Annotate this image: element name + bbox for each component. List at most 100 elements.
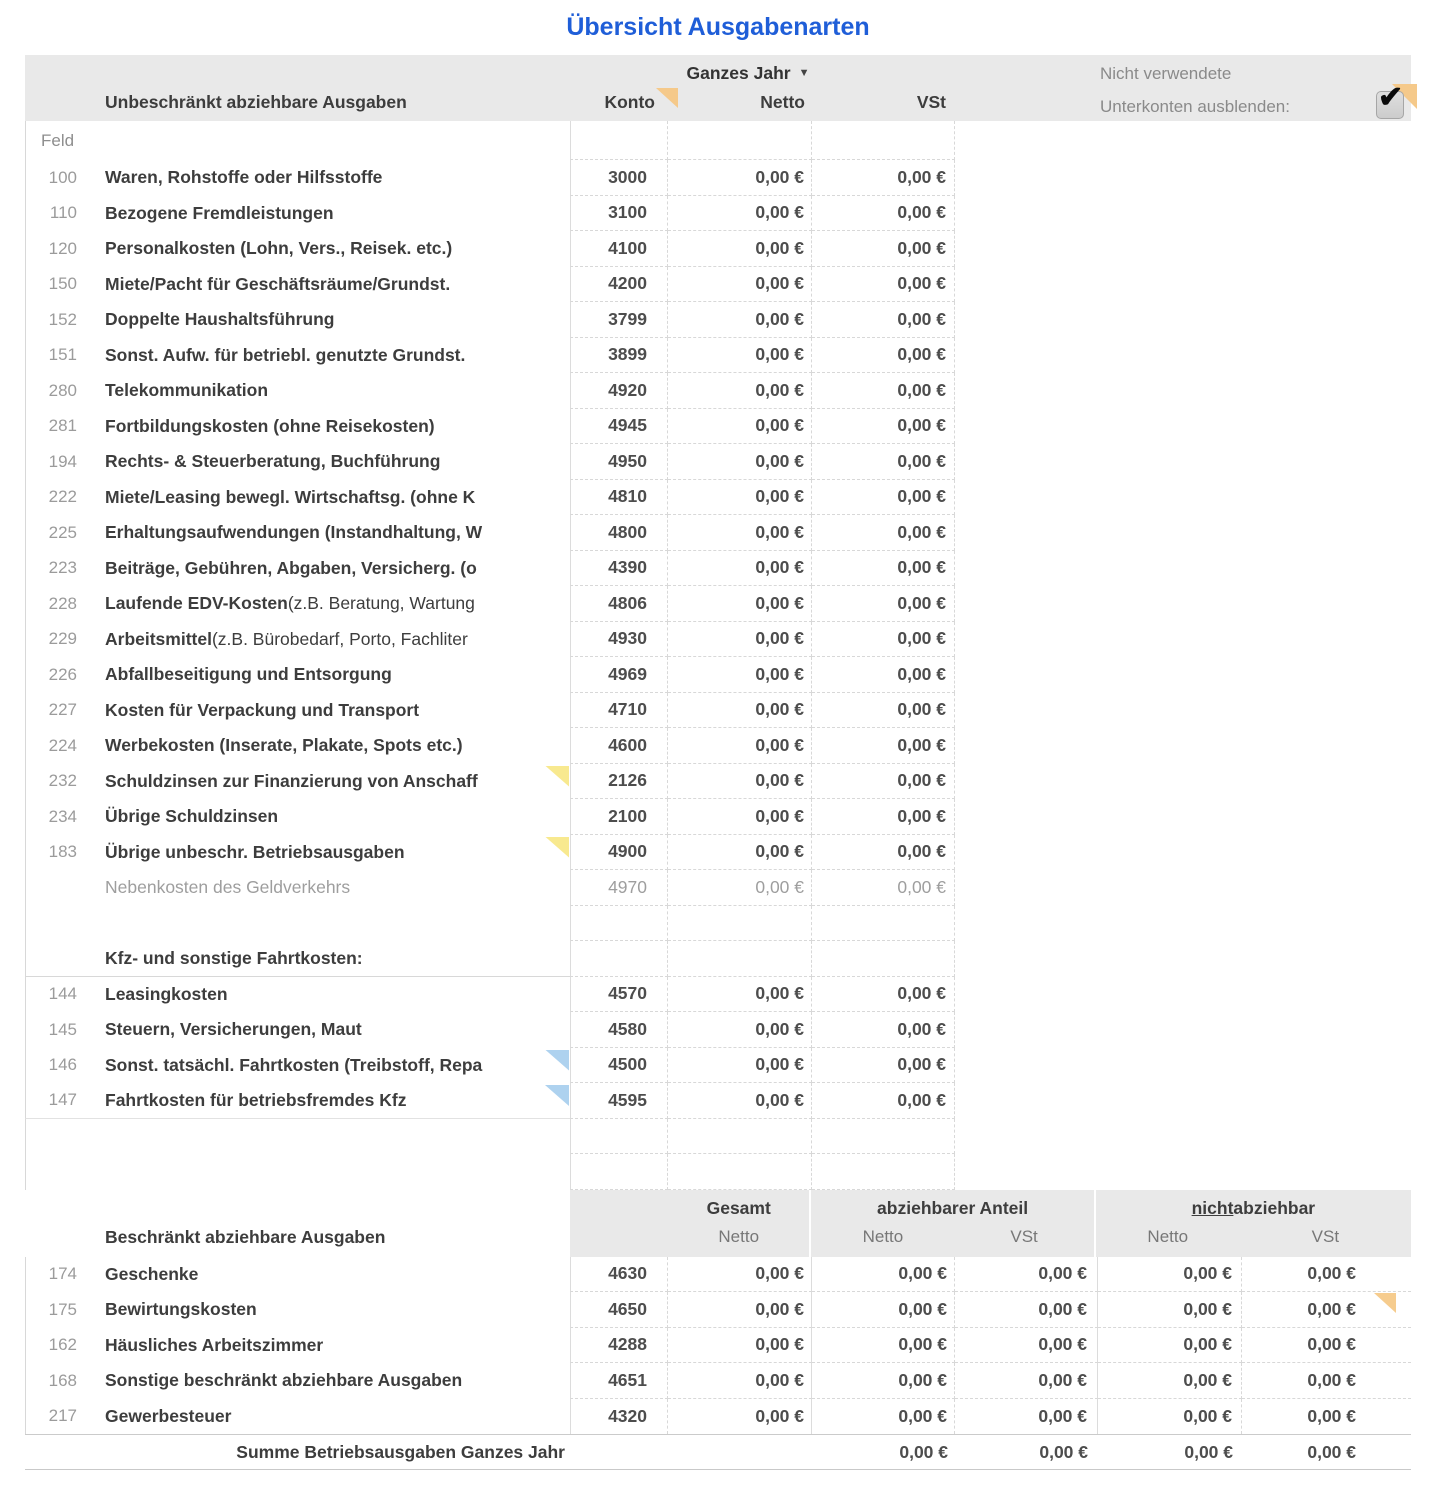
konto-cell[interactable]: 3899 [570,337,668,373]
nicht-netto-cell[interactable]: 0,00 € [1098,1363,1242,1399]
vst-cell[interactable]: 0,00 € [812,870,955,906]
konto-cell[interactable]: 4950 [570,444,668,480]
vst-cell[interactable]: 0,00 € [812,231,955,267]
nicht-vst-cell[interactable]: 0,00 € [1242,1328,1411,1363]
netto-cell[interactable]: 0,00 € [668,692,812,728]
konto-cell[interactable]: 4900 [570,834,668,870]
netto-cell[interactable] [668,1118,812,1154]
konto-cell[interactable]: 4710 [570,692,668,728]
gesamt-netto-cell[interactable]: 0,00 € [668,1327,812,1363]
konto-cell[interactable]: 3000 [570,160,668,196]
vst-cell[interactable]: 0,00 € [812,515,955,551]
netto-cell[interactable]: 0,00 € [668,976,812,1012]
nicht-vst-cell[interactable]: 0,00 € [1242,1292,1411,1328]
period-dropdown[interactable]: Ganzes Jahr ▼ [668,55,828,91]
vst-cell[interactable]: 0,00 € [812,834,955,870]
vst-cell[interactable] [812,1118,955,1154]
vst-cell[interactable]: 0,00 € [812,976,955,1012]
vst-cell[interactable] [812,905,955,941]
abz-netto-cell[interactable]: 0,00 € [812,1327,955,1363]
gesamt-netto-cell[interactable]: 0,00 € [668,1292,812,1328]
konto-cell[interactable]: 2126 [570,763,668,799]
konto-cell[interactable]: 4200 [570,266,668,302]
hide-subaccounts-checkbox[interactable]: ✔ [1376,81,1417,119]
vst-cell[interactable]: 0,00 € [812,160,955,196]
konto-cell[interactable]: 4580 [570,1012,668,1048]
vst-cell[interactable]: 0,00 € [812,550,955,586]
nicht-netto-cell[interactable]: 0,00 € [1098,1398,1242,1434]
netto-cell[interactable]: 0,00 € [668,834,812,870]
vst-cell[interactable]: 0,00 € [812,444,955,480]
konto-cell[interactable] [570,1154,668,1190]
konto-cell[interactable]: 4630 [570,1256,668,1292]
konto-cell[interactable]: 4969 [570,657,668,693]
vst-cell[interactable]: 0,00 € [812,195,955,231]
netto-cell[interactable] [668,905,812,941]
konto-cell[interactable] [570,1118,668,1154]
konto-cell[interactable]: 4920 [570,373,668,409]
nicht-netto-cell[interactable]: 0,00 € [1098,1292,1242,1328]
konto-cell[interactable]: 4970 [570,870,668,906]
netto-cell[interactable]: 0,00 € [668,515,812,551]
netto-cell[interactable]: 0,00 € [668,1083,812,1119]
nicht-vst-cell[interactable]: 0,00 € [1307,1405,1356,1426]
vst-cell[interactable]: 0,00 € [812,692,955,728]
konto-cell[interactable]: 4930 [570,621,668,657]
gesamt-netto-cell[interactable]: 0,00 € [668,1363,812,1399]
vst-cell[interactable]: 0,00 € [812,1012,955,1048]
vst-cell[interactable]: 0,00 € [812,302,955,338]
netto-cell[interactable]: 0,00 € [668,586,812,622]
abz-vst-cell[interactable]: 0,00 € [955,1256,1098,1292]
vst-cell[interactable]: 0,00 € [812,373,955,409]
konto-cell[interactable] [570,941,668,977]
konto-cell[interactable]: 2100 [570,799,668,835]
konto-cell[interactable]: 4806 [570,586,668,622]
konto-cell[interactable]: 4100 [570,231,668,267]
konto-cell[interactable]: 4600 [570,728,668,764]
abz-vst-cell[interactable]: 0,00 € [955,1327,1098,1363]
netto-cell[interactable]: 0,00 € [668,231,812,267]
netto-cell[interactable]: 0,00 € [668,302,812,338]
gesamt-netto-cell[interactable]: 0,00 € [668,1398,812,1434]
konto-cell[interactable]: 4800 [570,515,668,551]
abz-netto-cell[interactable]: 0,00 € [812,1256,955,1292]
konto-cell[interactable]: 4651 [570,1363,668,1399]
netto-cell[interactable]: 0,00 € [668,550,812,586]
netto-cell[interactable]: 0,00 € [668,444,812,480]
vst-cell[interactable]: 0,00 € [812,1083,955,1119]
konto-cell[interactable]: 4288 [570,1327,668,1363]
netto-cell[interactable]: 0,00 € [668,870,812,906]
netto-cell[interactable]: 0,00 € [668,195,812,231]
netto-cell[interactable]: 0,00 € [668,728,812,764]
vst-cell[interactable] [812,941,955,977]
netto-cell[interactable]: 0,00 € [668,799,812,835]
konto-cell[interactable]: 4595 [570,1083,668,1119]
vst-cell[interactable]: 0,00 € [812,1047,955,1083]
netto-cell[interactable]: 0,00 € [668,1012,812,1048]
konto-cell[interactable]: 4320 [570,1398,668,1434]
nicht-vst-cell[interactable]: 0,00 € [1242,1257,1411,1292]
netto-cell[interactable]: 0,00 € [668,621,812,657]
vst-cell[interactable]: 0,00 € [812,266,955,302]
konto-cell[interactable]: 4500 [570,1047,668,1083]
abz-vst-cell[interactable]: 0,00 € [955,1363,1098,1399]
netto-cell[interactable]: 0,00 € [668,266,812,302]
netto-cell[interactable]: 0,00 € [668,373,812,409]
netto-cell[interactable] [668,1154,812,1190]
abz-netto-cell[interactable]: 0,00 € [812,1363,955,1399]
abz-netto-cell[interactable]: 0,00 € [812,1398,955,1434]
vst-cell[interactable]: 0,00 € [812,479,955,515]
netto-cell[interactable]: 0,00 € [668,337,812,373]
abz-vst-cell[interactable]: 0,00 € [955,1398,1098,1434]
konto-cell[interactable]: 3799 [570,302,668,338]
vst-cell[interactable]: 0,00 € [812,799,955,835]
vst-cell[interactable]: 0,00 € [812,763,955,799]
konto-cell[interactable] [570,905,668,941]
netto-cell[interactable]: 0,00 € [668,763,812,799]
netto-cell[interactable]: 0,00 € [668,408,812,444]
netto-cell[interactable]: 0,00 € [668,657,812,693]
abz-vst-cell[interactable]: 0,00 € [955,1292,1098,1328]
konto-cell[interactable]: 3100 [570,195,668,231]
vst-cell[interactable] [812,1154,955,1190]
netto-cell[interactable]: 0,00 € [668,160,812,196]
